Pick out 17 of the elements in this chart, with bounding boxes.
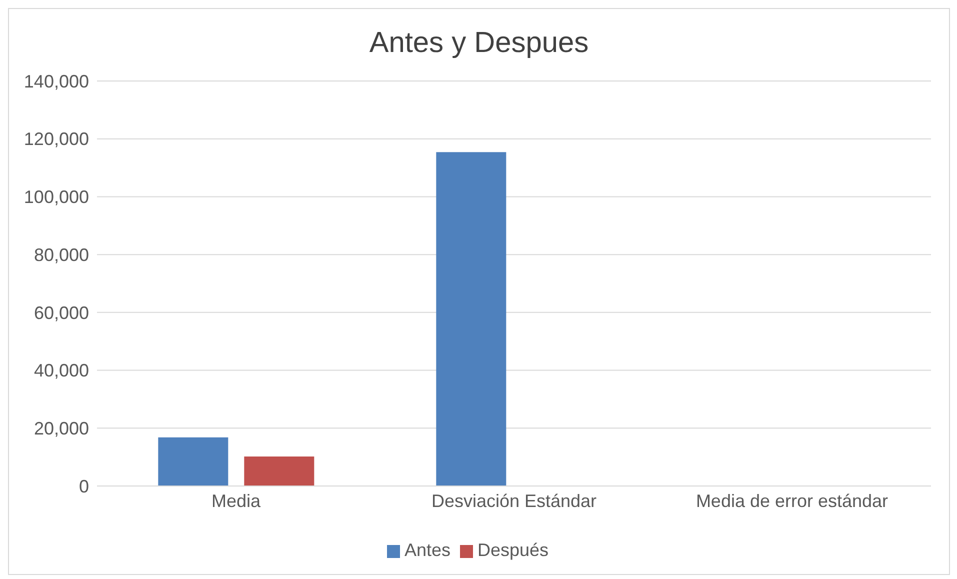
chart-title: Antes y Despues — [368, 27, 590, 61]
y-tick-label: 60,000 — [34, 302, 89, 323]
y-tick-label: 140,000 — [24, 71, 89, 92]
y-tick-label: 40,000 — [34, 360, 89, 381]
bar — [244, 456, 314, 486]
y-tick-label: 0 — [78, 476, 89, 496]
y-tick-label: 100,000 — [24, 187, 89, 208]
x-tick-label: Media de error estándar — [696, 490, 888, 511]
legend-label: Antes — [404, 540, 450, 560]
bar — [436, 152, 506, 486]
x-tick-label: Media — [211, 490, 262, 511]
y-tick-label: 20,000 — [34, 418, 89, 439]
x-tick-label: Desviación Estándar — [431, 490, 597, 511]
legend-label: Después — [477, 540, 549, 560]
y-tick-label: 120,000 — [24, 129, 89, 150]
bar — [158, 437, 228, 486]
y-tick-label: 80,000 — [34, 244, 89, 265]
